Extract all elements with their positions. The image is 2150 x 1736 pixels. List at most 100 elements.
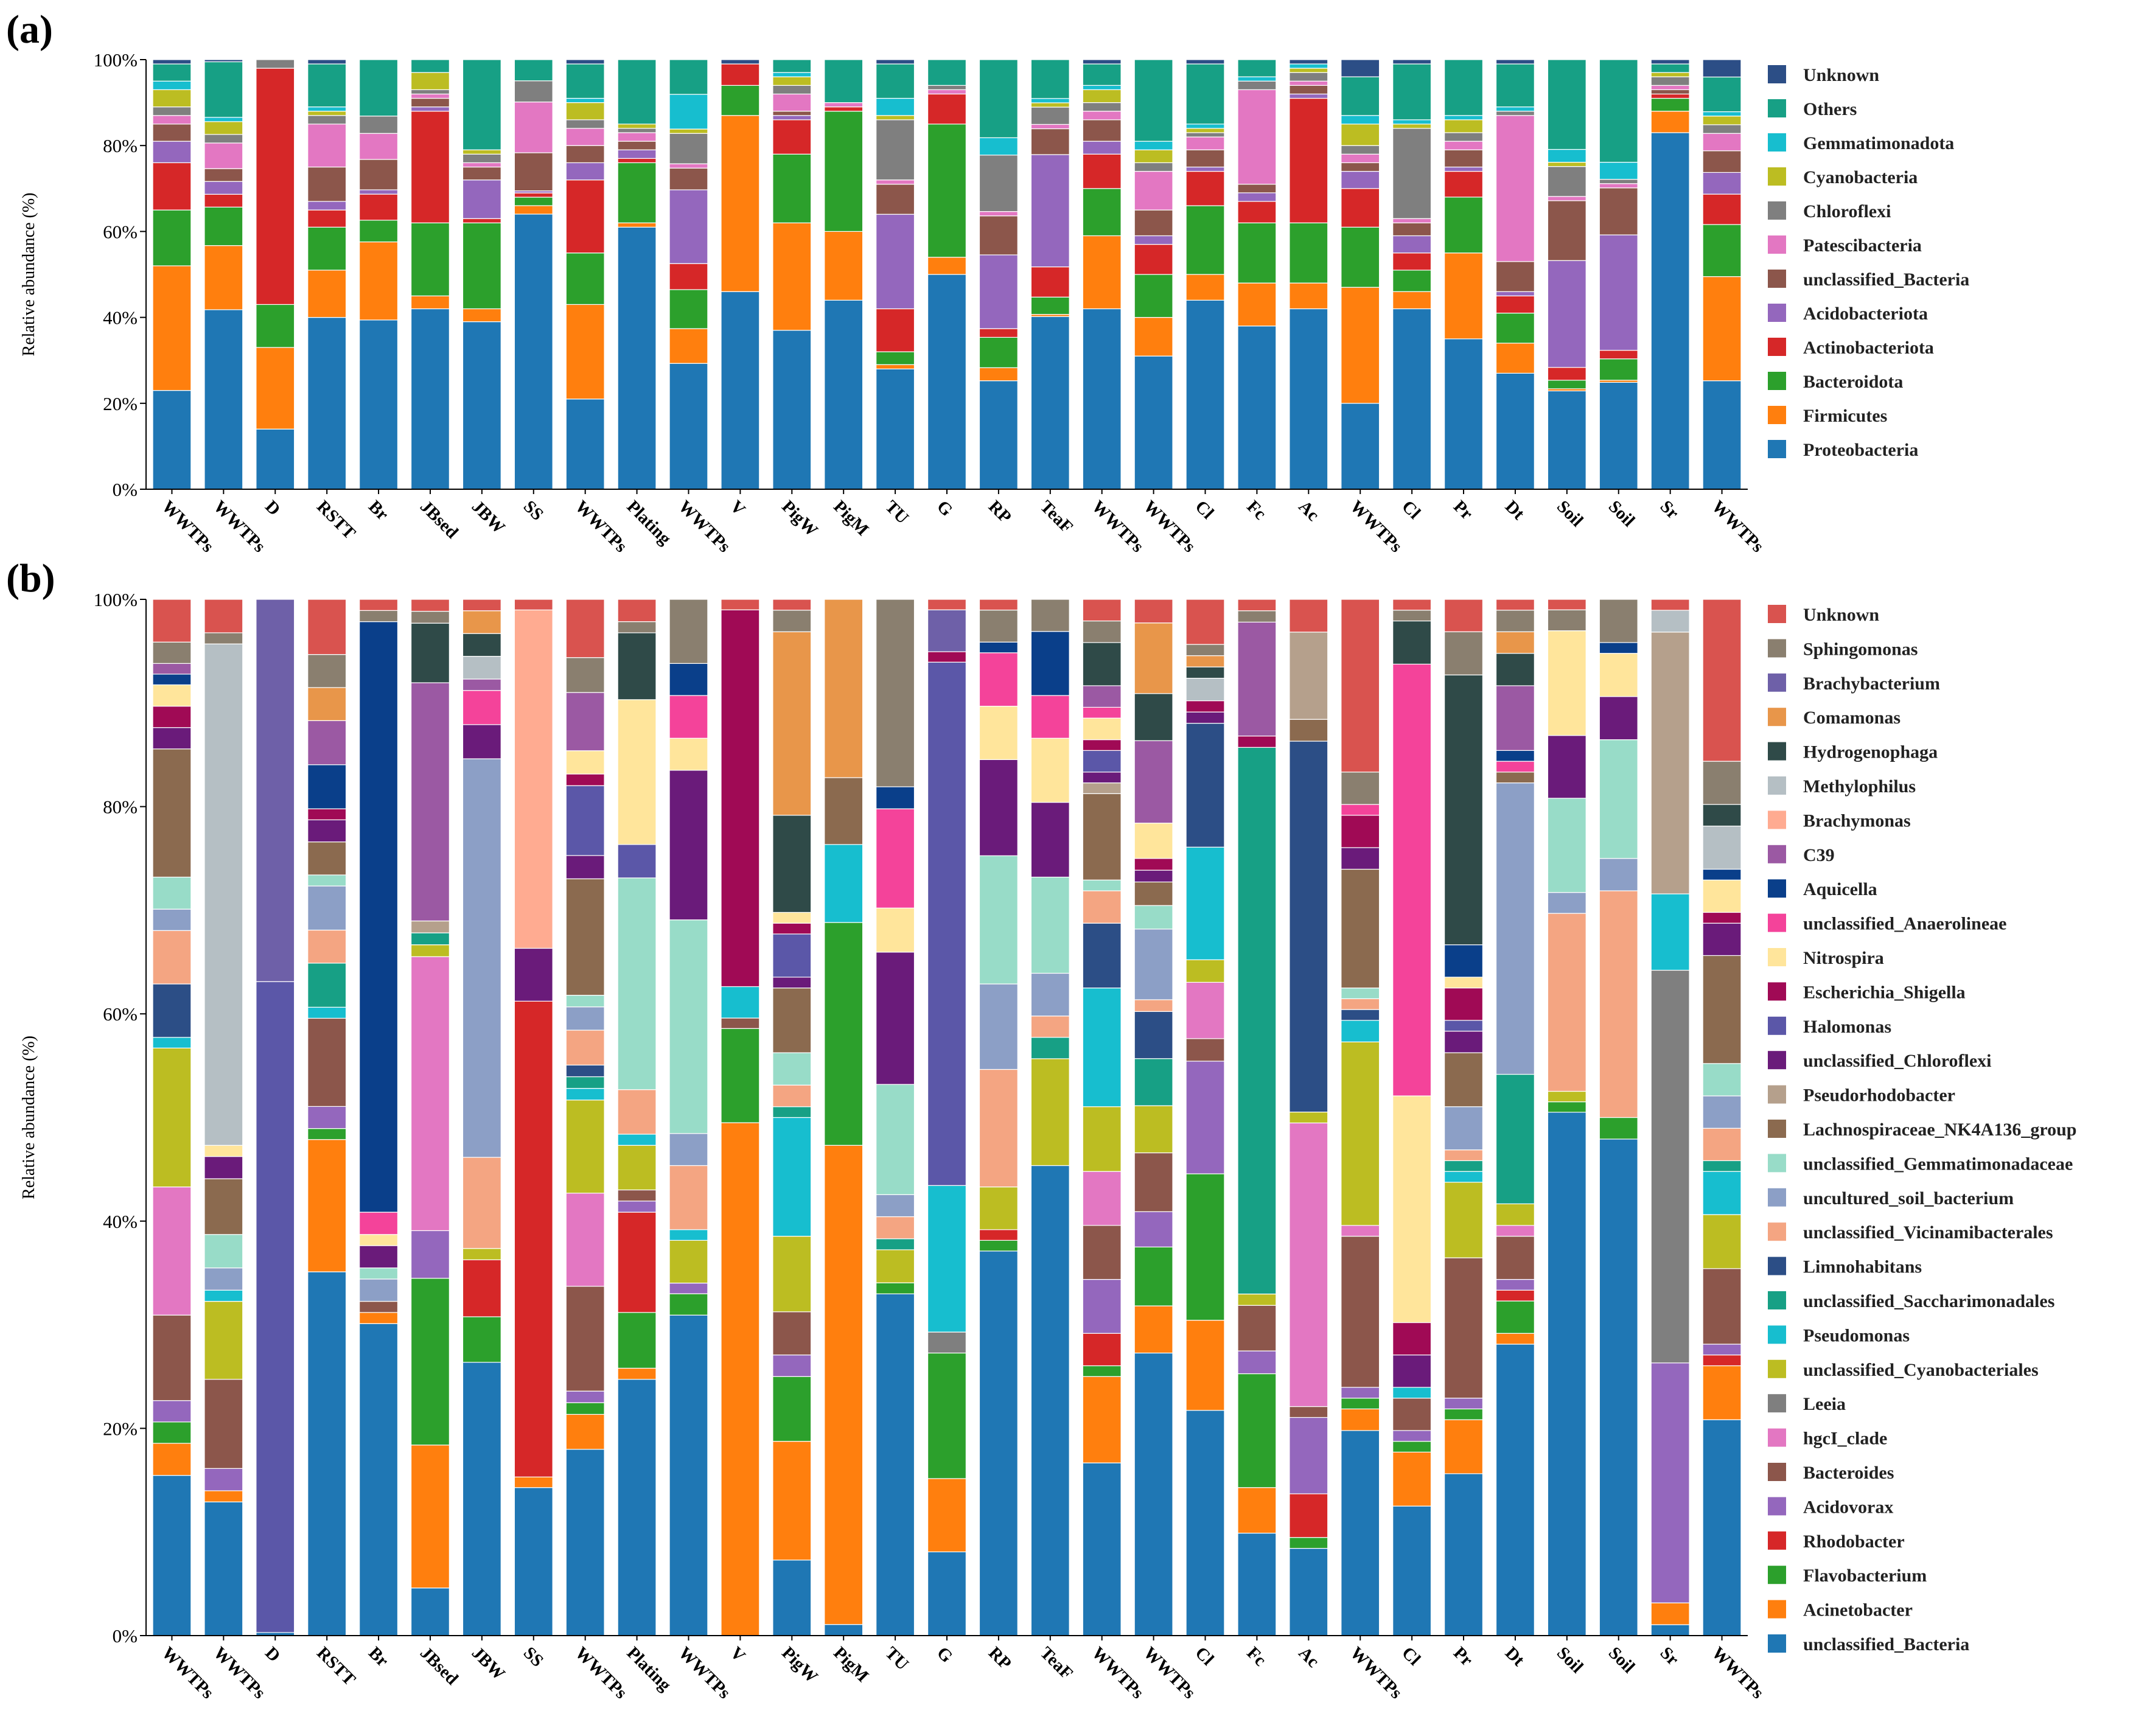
bar-segment [410, 599, 450, 612]
x-tick-label: RP [985, 1643, 1015, 1673]
bar-segment [1702, 1365, 1742, 1420]
bar-segment [1495, 111, 1535, 116]
bar-segment [669, 1165, 708, 1230]
x-tick-label: WWTPs [209, 497, 269, 556]
bar-segment [1289, 308, 1328, 490]
bar-segment [876, 1293, 915, 1636]
bar-segment [1341, 1236, 1380, 1388]
bar-segment [1392, 1441, 1432, 1453]
bar-segment [1030, 1037, 1070, 1059]
legend-swatch [1768, 810, 1786, 829]
bar-segment [876, 308, 915, 352]
bar-segment [824, 844, 864, 923]
x-tick-label: V [726, 1643, 749, 1665]
bar-segment [1082, 988, 1122, 1107]
panel-label: (a) [6, 7, 53, 52]
bar-segment [462, 321, 501, 490]
bar-segment [721, 59, 760, 64]
bar-segment [1289, 93, 1328, 99]
bar-segment [617, 149, 657, 159]
bar-segment [462, 1316, 501, 1363]
bar-segment [1495, 1225, 1535, 1237]
bar-segment [565, 97, 605, 103]
bar-segment [1392, 599, 1432, 611]
bar-segment [1082, 717, 1122, 741]
x-tick-label: JBsed [416, 1643, 462, 1689]
bar-segment [824, 922, 864, 1146]
bar-segment [1134, 1105, 1173, 1154]
bar-segment [152, 641, 192, 664]
bar-segment [927, 59, 967, 86]
bar-segment [772, 1117, 812, 1237]
bar-segment [307, 929, 347, 964]
bar-segment [1702, 1095, 1742, 1129]
bar-segment [462, 678, 501, 691]
bar-segment [876, 214, 915, 310]
bar-segment [359, 1267, 399, 1280]
bar-segment [1444, 1408, 1484, 1420]
bar-segment [1702, 133, 1742, 152]
x-tick-label: WWTPs [1346, 497, 1406, 556]
bar-segment [1289, 1547, 1328, 1636]
bar-segment [1185, 166, 1225, 172]
bar-segment [1185, 959, 1225, 983]
legend-swatch [1768, 1016, 1786, 1035]
bar-segment [204, 168, 243, 182]
bar-segment [1547, 196, 1586, 201]
bar-segment [359, 241, 399, 321]
bar-segment [204, 134, 243, 144]
bar-segment [772, 631, 812, 816]
bar-segment [1495, 372, 1535, 490]
legend-label: unclassified_Anaerolineae [1803, 914, 2006, 934]
bar-segment [1495, 106, 1535, 112]
bar-segment [1599, 59, 1638, 163]
bar-segment [462, 599, 501, 612]
bar-segment [1650, 76, 1690, 86]
y-tick-label: 100% [94, 589, 138, 610]
x-tick-label: PigM [829, 497, 872, 539]
bar-segment [410, 222, 450, 296]
bar-segment [669, 1133, 708, 1166]
bar-segment [1702, 804, 1742, 827]
bar-segment [617, 599, 657, 622]
bar-segment [1547, 1112, 1586, 1636]
x-tick-label: WWTPs [675, 1643, 735, 1703]
bar-segment [1444, 599, 1484, 632]
bar-segment [1082, 706, 1122, 719]
bar-segment [617, 162, 657, 223]
bar-segment [1082, 793, 1122, 880]
bar-segment [359, 319, 399, 490]
bar-segment [565, 692, 605, 751]
legend-swatch [1768, 1085, 1786, 1104]
legend-swatch [1768, 673, 1786, 692]
bar-segment [669, 1314, 708, 1636]
bar-segment [927, 661, 967, 1186]
bar-segment [927, 93, 967, 125]
bar-segment [359, 1245, 399, 1269]
bar-segment [669, 737, 708, 771]
bar-segment [617, 632, 657, 700]
bar-segment [1237, 282, 1277, 327]
x-tick-label: PigM [829, 1643, 872, 1685]
bar-segment [204, 1301, 243, 1380]
bar-segment [1702, 116, 1742, 125]
bar-segment [1444, 149, 1484, 168]
bar-segment [1444, 1398, 1484, 1410]
bar-segment [876, 1084, 915, 1195]
bar-segment [1547, 1101, 1586, 1113]
y-tick-label: 40% [103, 307, 138, 329]
bar-segment [152, 106, 192, 116]
x-tick-label: Plating [623, 1643, 675, 1695]
bar-segment [1444, 1149, 1484, 1162]
bar-segment [1082, 153, 1122, 189]
legend-swatch [1768, 1051, 1786, 1070]
bar-segment [204, 59, 243, 63]
bar-segment [1185, 1410, 1225, 1636]
bar-segment [876, 63, 915, 99]
bar-segment [1650, 72, 1690, 77]
y-tick-label: 60% [103, 221, 138, 242]
bar-segment [772, 1354, 812, 1377]
x-tick-label: Ac [1294, 1643, 1323, 1672]
legend-swatch [1768, 879, 1786, 898]
bar-segment [1392, 308, 1432, 490]
